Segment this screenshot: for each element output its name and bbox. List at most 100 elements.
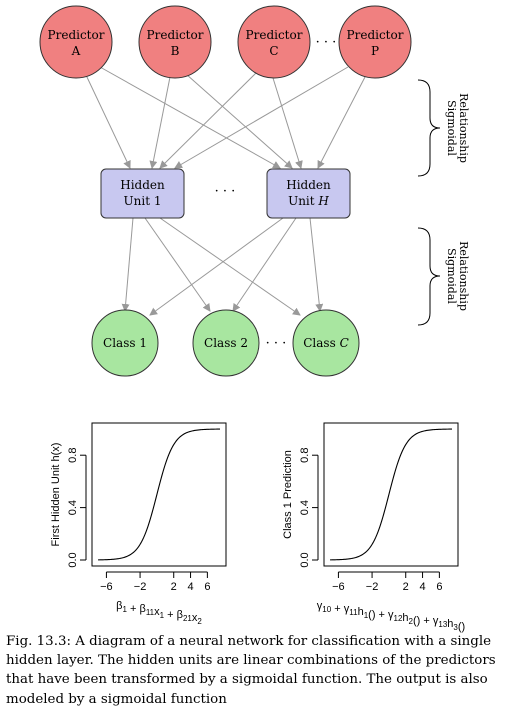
brace-upper-label-line2: Relationship [457,93,470,163]
input-edges [85,66,366,169]
hidden-unit-h-line2: Unit H [288,194,329,208]
edge-h1-c2 [144,217,211,312]
predictor-node-p: Predictor P [338,5,412,79]
hidden-unit-1-line1: Hidden [120,178,165,192]
edge-hh-c2 [232,217,297,312]
x-tick-label: 6 [204,581,210,593]
hidden-unit-1: Hidden Unit 1 [100,168,185,219]
brace-lower-label-line1: Sigmoidal [445,248,458,304]
figure-caption: Fig. 13.3: A diagram of a neural network… [6,634,496,707]
xlabel-subscript: 10 [322,605,331,614]
edge-hh-cc [309,217,324,312]
xlabel-text: + [127,603,140,615]
xlabel-subscript: 1 [160,611,165,620]
predictor-layer: Predictor A Predictor B Predictor C · · … [39,5,412,79]
xlabel-subscript: 12 [394,614,403,623]
predictor-a-line1: Predictor [48,28,105,42]
xlabel-subscript: 11 [146,608,155,617]
hidden-unit-h-italic: H [317,194,329,208]
predictor-b-line1: Predictor [147,28,204,42]
xlabel-text: ( [413,615,417,627]
hidden-ellipsis: · · · [215,184,236,199]
xlabel-symbol: x [154,606,160,618]
class-c-text: Class [303,336,339,350]
x-tick-label: 4 [419,581,425,593]
edge-c-h1 [159,72,257,169]
edge-h1-c1 [121,217,134,312]
y-tick-label: 0.4 [67,500,79,515]
class-ellipsis: · · · [266,336,287,351]
brace-upper: Sigmoidal Relationship [417,79,470,177]
xlabel-text: ) + [417,615,433,627]
x-tick-label: 6 [436,581,442,593]
edge-p-hh [317,76,366,169]
x-axis-label: γ10 + γ11h1() + γ12h2() + γ13h3() [317,600,465,633]
y-tick-label: 0.8 [299,448,311,463]
edge-c-hh [272,77,303,169]
xlabel-text: ) + [372,609,388,621]
xlabel-symbol: γ [433,615,439,627]
output-edges [121,217,324,316]
brace-lower-label-line2: Relationship [457,241,470,311]
xlabel-subscript: 2 [197,617,202,626]
xlabel-subscript: 1 [123,605,128,614]
xlabel-subscript: 13 [438,620,447,629]
predictor-p-line2: P [371,44,379,58]
edge-a-h1 [85,74,131,169]
brace-upper-label-line1: Sigmoidal [445,100,458,156]
brace-upper-shape [417,79,441,177]
edge-b-hh [185,73,293,169]
plot-frame [91,422,227,567]
class-c-italic: C [340,336,349,350]
edge-hh-c1 [149,217,284,316]
xlabel-subscript: 2 [409,617,414,626]
predictor-node-a: Predictor A [39,5,113,79]
x-axis-label: β1 + β11x1 + β21x2 [116,600,202,626]
class-node-1: Class 1 [91,309,159,377]
predictor-node-c: Predictor C [237,5,311,79]
y-tick-label: 0.0 [299,552,311,567]
y-axis-label: Class 1 Prediction [282,450,294,539]
predictor-ellipsis: · · · [316,35,337,50]
predictor-p-line1: Predictor [347,28,404,42]
xlabel-symbol: γ [317,600,323,612]
hidden-unit-1-line2: Unit 1 [124,194,162,208]
hidden-unit-h: Hidden Unit H [266,168,351,219]
xlabel-subscript: 11 [349,608,358,617]
class-2-label: Class 2 [204,336,248,350]
edge-a-hh [99,66,281,169]
xlabel-symbol: β [177,609,183,621]
edge-h1-cc [159,217,301,316]
edge-p-h1 [174,66,349,169]
x-tick-label: −2 [134,581,147,593]
brace-lower: Sigmoidal Relationship [417,227,470,326]
xlabel-symbol: β [140,603,146,615]
class-1-text: Class 1 [103,336,147,350]
xlabel-text: ) [462,621,466,633]
x-tick-label: −6 [332,581,345,593]
predictor-a-line2: A [71,44,81,58]
y-tick-label: 0.8 [67,448,79,463]
x-tick-label: −6 [100,581,113,593]
sigmoid-curve [97,428,221,561]
edge-b-h1 [149,76,171,169]
class-2-text: Class 2 [204,336,248,350]
xlabel-symbol: h [358,606,364,618]
xlabel-subscript: 21 [183,614,192,623]
predictor-b-line2: B [171,44,180,58]
x-tick-label: −2 [366,581,379,593]
xlabel-symbol: h [447,618,453,630]
xlabel-text: + [164,609,177,621]
plot-frame [323,422,459,567]
xlabel-text: ( [368,609,372,621]
xlabel-text: ( [458,621,462,633]
hidden-layer: Hidden Unit 1 · · · Hidden Unit H [100,168,351,219]
sigmoid-curve [329,428,453,561]
y-axis-label: First Hidden Unit h(x) [50,443,62,547]
class-c-label: Class C [303,336,349,350]
xlabel-text: + [331,603,344,615]
predictor-c-line2: C [269,44,278,58]
